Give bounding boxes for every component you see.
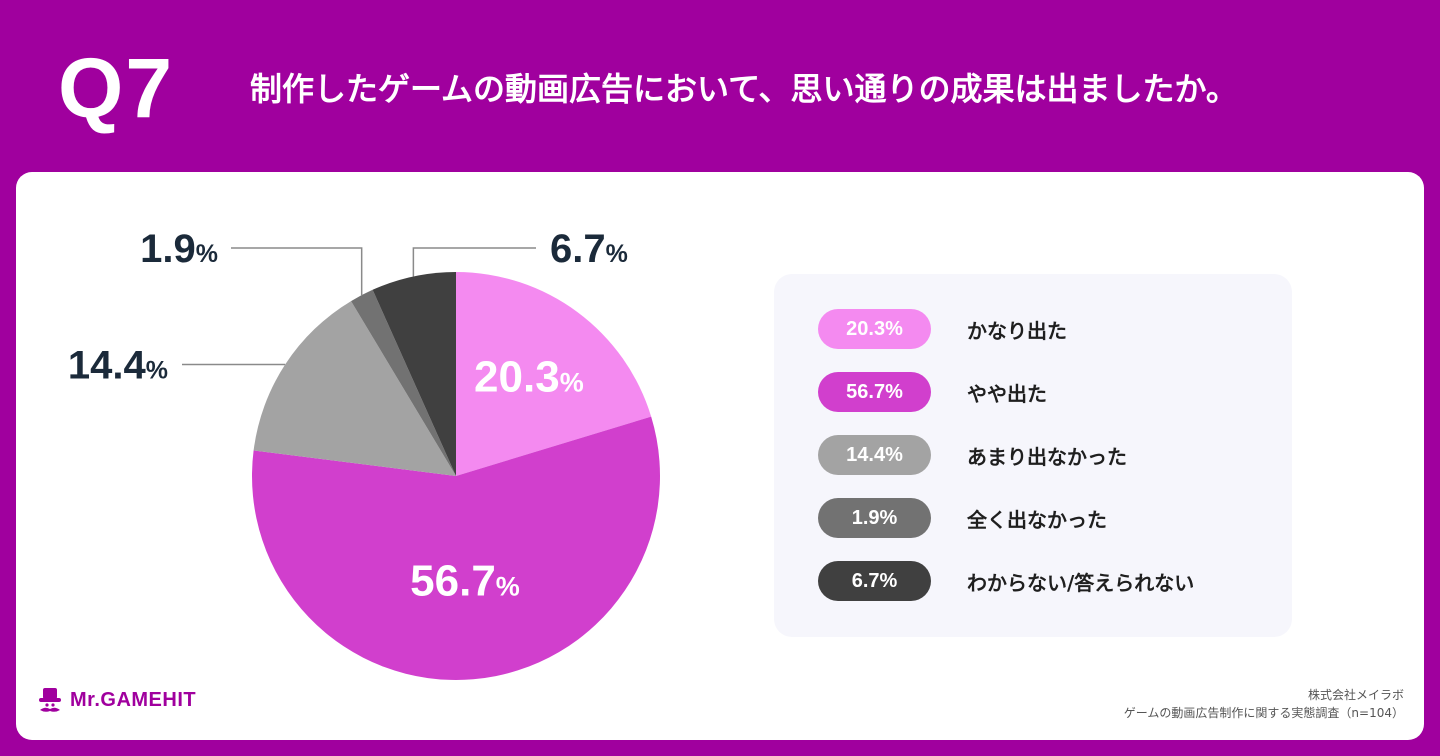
legend-item: 56.7% やや出た [818, 371, 1047, 413]
legend-label: 全く出なかった [967, 507, 1107, 532]
legend-item: 1.9% 全く出なかった [818, 497, 1107, 539]
legend-pill: 56.7% [818, 372, 931, 412]
legend-item: 20.3% かなり出た [818, 308, 1067, 350]
pie-slice [253, 301, 456, 476]
slice-value-label: 56.7% [410, 557, 520, 606]
source-note: 株式会社メイラボ ゲームの動画広告制作に関する実態調査（n=104） [1124, 686, 1404, 722]
source-company: 株式会社メイラボ [1307, 688, 1404, 702]
slice-value-label: 6.7% [550, 227, 628, 271]
legend-item: 6.7% わからない/答えられない [818, 560, 1194, 602]
question-number: Q7 [58, 41, 175, 135]
legend-pill: 20.3% [818, 309, 931, 349]
pie-chart: 20.3% 56.7% 14.4% 1.9% 6.7% [68, 227, 660, 680]
leader-line [412, 247, 536, 277]
legend-label: やや出た [967, 381, 1047, 406]
legend: 20.3% かなり出た 56.7% やや出た 14.4% あまり出なかった 1.… [774, 274, 1292, 637]
legend-label: わからない/答えられない [967, 570, 1195, 595]
pie-slice [252, 416, 660, 680]
legend-label: あまり出なかった [967, 444, 1127, 469]
leader-line [231, 247, 363, 296]
slice-value-label: 14.4% [68, 344, 168, 388]
brand-logo: Mr.GAMEHIT [36, 686, 196, 714]
legend-pill: 14.4% [818, 435, 931, 475]
hat-mustache-icon [39, 688, 61, 712]
logo-text: Mr.GAMEHIT [70, 688, 197, 711]
legend-pill: 6.7% [818, 561, 931, 601]
pie-slice [456, 272, 652, 476]
legend-item: 14.4% あまり出なかった [818, 434, 1127, 476]
legend-label: かなり出た [967, 318, 1067, 343]
source-survey: ゲームの動画広告制作に関する実態調査（n=104） [1123, 706, 1404, 720]
question-title: 制作したゲームの動画広告において、思い通りの成果は出ましたか。 [250, 70, 1238, 108]
slice-value-label: 1.9% [140, 227, 218, 271]
legend-pill: 1.9% [818, 498, 931, 538]
slice-value-label: 20.3% [474, 353, 584, 402]
chart-card: 20.3% 56.7% 14.4% 1.9% 6.7% 20.3% かなり出た 56.7… [16, 172, 1424, 740]
pie-slice [372, 272, 456, 476]
pie-slice [351, 289, 456, 476]
